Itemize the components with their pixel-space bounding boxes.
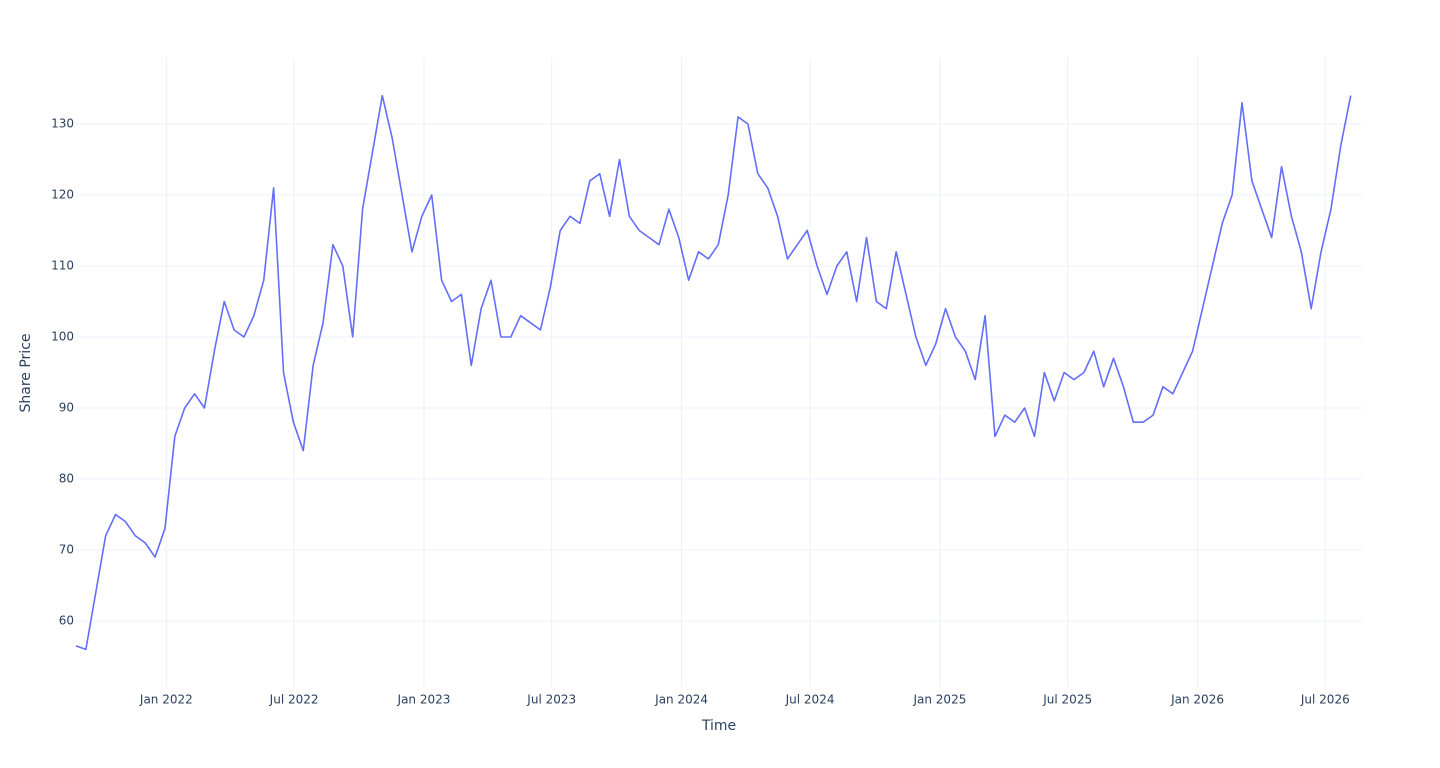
x-tick-label: Jul 2023 — [526, 693, 576, 707]
y-tick-label: 120 — [51, 188, 74, 202]
line — [75, 94, 1352, 651]
x-tick-label: Jan 2023 — [397, 693, 451, 707]
y-tick-label: 130 — [51, 117, 74, 131]
y-tick-label: 70 — [59, 542, 74, 556]
x-tick-label: Jul 2026 — [1300, 693, 1350, 707]
x-tick-label: Jul 2025 — [1042, 693, 1092, 707]
x-tick-label: Jul 2024 — [785, 693, 835, 707]
x-tick-label: Jan 2025 — [912, 693, 966, 707]
x-tick-label: Jan 2026 — [1170, 693, 1224, 707]
y-tick-label: 110 — [51, 259, 74, 273]
x-axis-title: Time — [701, 718, 736, 734]
x-tick-label: Jan 2022 — [139, 693, 193, 707]
y-axis-title: Share Price — [18, 333, 34, 412]
y-tick-label: 80 — [59, 471, 74, 485]
y-tick-label: 90 — [59, 400, 74, 414]
y-tick-label: 100 — [51, 330, 74, 344]
x-tick-label: Jul 2022 — [269, 693, 319, 707]
y-tick-label: 60 — [59, 613, 74, 627]
x-tick-label: Jan 2024 — [654, 693, 708, 707]
